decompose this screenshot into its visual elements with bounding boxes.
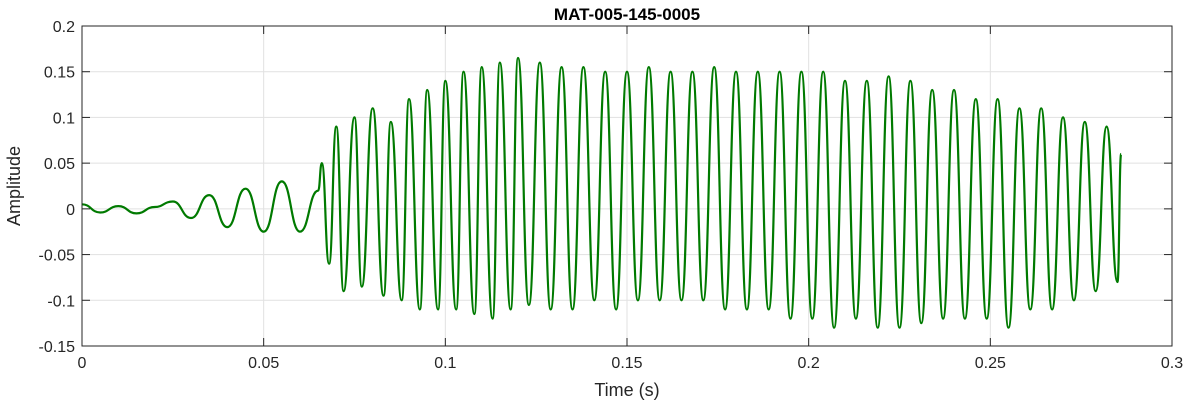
chart-title: MAT-005-145-0005 bbox=[554, 5, 700, 24]
signal-line bbox=[81, 56, 1123, 329]
x-tick-label: 0.1 bbox=[434, 355, 456, 372]
y-tick-label: -0.1 bbox=[47, 293, 75, 310]
x-tick-label: 0.25 bbox=[975, 355, 1006, 372]
y-axis-label: Amplitude bbox=[4, 146, 24, 226]
y-tick-label: 0.2 bbox=[53, 19, 75, 36]
y-tick-label: 0.05 bbox=[44, 156, 75, 173]
x-axis-ticks: 0 0.05 0.1 0.15 0.2 0.25 0.3 bbox=[78, 26, 1183, 372]
y-tick-label: 0 bbox=[66, 202, 75, 219]
y-axis-ticks: -0.15 -0.1 -0.05 0 0.05 0.1 0.15 0.2 bbox=[39, 19, 1172, 356]
y-tick-label: 0.15 bbox=[44, 65, 75, 82]
x-tick-label: 0.3 bbox=[1161, 355, 1183, 372]
y-tick-label: 0.1 bbox=[53, 110, 75, 127]
x-axis-label: Time (s) bbox=[594, 380, 659, 400]
x-tick-label: 0.2 bbox=[798, 355, 820, 372]
y-tick-label: -0.05 bbox=[39, 248, 76, 265]
x-tick-label: 0 bbox=[78, 355, 87, 372]
x-tick-label: 0.05 bbox=[248, 355, 279, 372]
x-tick-label: 0.15 bbox=[611, 355, 642, 372]
y-tick-label: -0.15 bbox=[39, 339, 76, 356]
